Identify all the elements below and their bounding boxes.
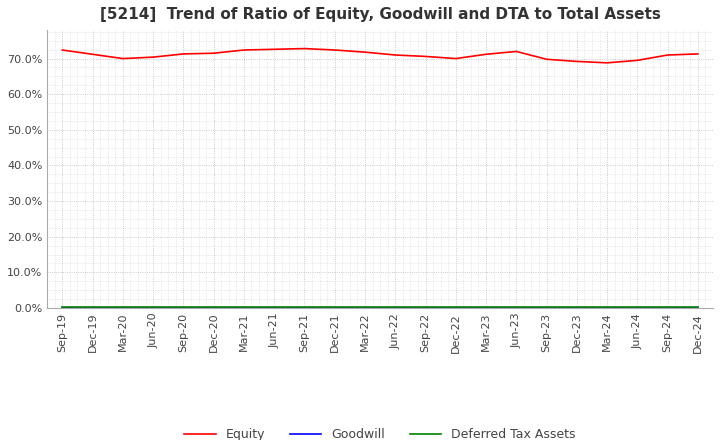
Deferred Tax Assets xyxy=(89,304,97,310)
Deferred Tax Assets xyxy=(361,304,369,310)
Equity xyxy=(391,52,400,58)
Equity xyxy=(693,51,702,57)
Deferred Tax Assets xyxy=(149,304,158,310)
Equity xyxy=(270,47,279,52)
Deferred Tax Assets xyxy=(451,304,460,310)
Equity xyxy=(149,55,158,60)
Equity xyxy=(361,50,369,55)
Goodwill xyxy=(89,305,97,311)
Goodwill xyxy=(119,305,127,311)
Goodwill xyxy=(663,305,672,311)
Goodwill xyxy=(149,305,158,311)
Equity xyxy=(482,51,490,57)
Equity xyxy=(179,51,188,57)
Goodwill xyxy=(240,305,248,311)
Equity xyxy=(451,56,460,61)
Deferred Tax Assets xyxy=(270,304,279,310)
Goodwill xyxy=(300,305,309,311)
Equity xyxy=(663,52,672,58)
Goodwill xyxy=(693,305,702,311)
Deferred Tax Assets xyxy=(300,304,309,310)
Deferred Tax Assets xyxy=(663,304,672,310)
Equity xyxy=(240,48,248,53)
Goodwill xyxy=(572,305,581,311)
Deferred Tax Assets xyxy=(240,304,248,310)
Deferred Tax Assets xyxy=(179,304,188,310)
Goodwill xyxy=(391,305,400,311)
Goodwill xyxy=(330,305,339,311)
Deferred Tax Assets xyxy=(119,304,127,310)
Deferred Tax Assets xyxy=(421,304,430,310)
Equity xyxy=(572,59,581,64)
Legend: Equity, Goodwill, Deferred Tax Assets: Equity, Goodwill, Deferred Tax Assets xyxy=(179,423,581,440)
Equity xyxy=(210,51,218,56)
Deferred Tax Assets xyxy=(210,304,218,310)
Equity xyxy=(300,46,309,51)
Deferred Tax Assets xyxy=(542,304,551,310)
Goodwill xyxy=(603,305,611,311)
Goodwill xyxy=(512,305,521,311)
Equity xyxy=(603,60,611,66)
Goodwill xyxy=(270,305,279,311)
Goodwill xyxy=(179,305,188,311)
Equity xyxy=(542,57,551,62)
Deferred Tax Assets xyxy=(330,304,339,310)
Equity xyxy=(58,48,67,53)
Goodwill xyxy=(542,305,551,311)
Equity xyxy=(633,58,642,63)
Deferred Tax Assets xyxy=(58,304,67,310)
Deferred Tax Assets xyxy=(572,304,581,310)
Equity xyxy=(421,54,430,59)
Goodwill xyxy=(451,305,460,311)
Equity xyxy=(89,51,97,57)
Line: Equity: Equity xyxy=(63,48,698,63)
Deferred Tax Assets xyxy=(512,304,521,310)
Goodwill xyxy=(421,305,430,311)
Deferred Tax Assets xyxy=(482,304,490,310)
Equity xyxy=(119,56,127,61)
Deferred Tax Assets xyxy=(603,304,611,310)
Goodwill xyxy=(210,305,218,311)
Deferred Tax Assets xyxy=(633,304,642,310)
Goodwill xyxy=(633,305,642,311)
Equity xyxy=(330,48,339,53)
Deferred Tax Assets xyxy=(391,304,400,310)
Goodwill xyxy=(482,305,490,311)
Deferred Tax Assets xyxy=(693,304,702,310)
Title: [5214]  Trend of Ratio of Equity, Goodwill and DTA to Total Assets: [5214] Trend of Ratio of Equity, Goodwil… xyxy=(99,7,660,22)
Goodwill xyxy=(58,305,67,311)
Equity xyxy=(512,49,521,54)
Goodwill xyxy=(361,305,369,311)
